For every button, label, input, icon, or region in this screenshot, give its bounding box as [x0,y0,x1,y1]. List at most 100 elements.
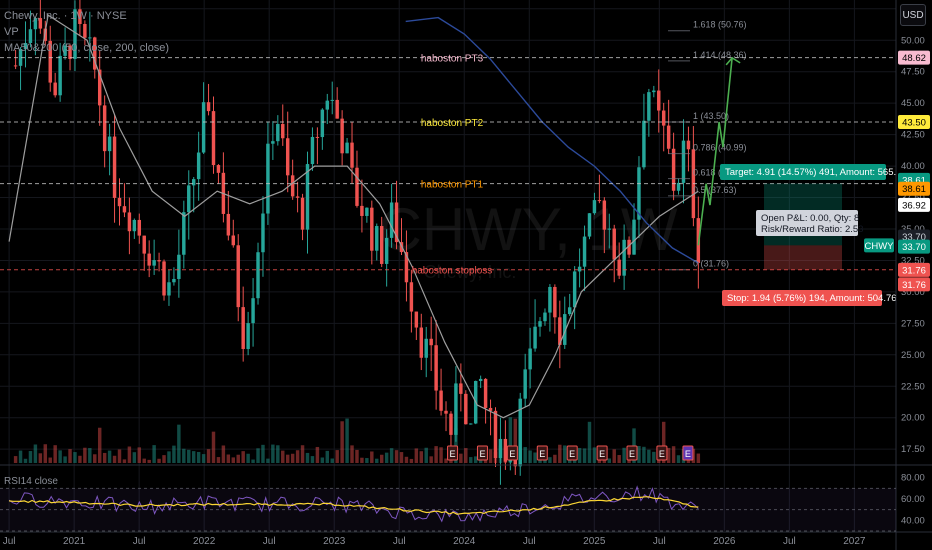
candle-body [587,213,592,237]
candle-body [142,235,146,254]
candle-body [73,9,77,59]
candle-body [187,185,191,213]
time-tick-label: 2022 [193,536,216,547]
price-tick-label: 17.50 [901,444,925,455]
volume-bar [305,452,310,463]
projection-path [697,57,733,246]
candle-body [439,390,443,411]
candle-body [310,136,315,165]
currency-button[interactable]: USD [900,4,926,26]
time-tick-label: 2025 [583,536,606,547]
price-label-text: 31.76 [902,280,926,291]
candle-body [83,23,87,38]
candle-body [409,282,414,312]
price-label-text: 48.62 [902,53,926,64]
volume-bar [528,450,532,463]
symbol-title[interactable]: Chewy, Inc. · 1W · NYSE [4,10,127,22]
earnings-marker [656,445,668,461]
candle-body [360,205,364,216]
level-label: haboston PT2 [421,118,484,129]
candle-body [478,378,483,381]
volume-bar [300,445,305,463]
candle-body [567,307,572,315]
rsi-tick-label: 40.00 [901,515,925,526]
volume-bar [419,451,424,463]
candle-body [167,282,171,296]
volume-bar [493,451,498,463]
volume-bar [132,452,137,463]
candle-body [671,148,676,191]
fib-level-label: 0.618 (39.00) [693,168,747,178]
stop-label [722,290,882,306]
volume-bar [196,451,201,463]
candle-body [666,125,671,149]
candle-body [370,207,374,251]
price-tick-label: 42.50 [901,130,925,141]
volume-bar [414,448,419,463]
volume-bar [157,458,161,463]
projection-arrowhead [725,56,741,66]
candle-body [88,37,92,39]
candle-body [528,348,532,370]
candle-body [389,202,394,238]
candle-body [152,260,156,266]
fib-level-label: 1.618 (50.76) [693,20,747,30]
candle-body [657,90,661,111]
earnings-marker-letter: E [569,449,575,459]
volume-bar [251,459,255,463]
price-tick-label: 32.50 [901,255,925,266]
volume-bar [246,453,250,463]
candle-body [246,323,250,349]
candle-body [414,311,419,328]
candle-body [483,378,488,408]
volume-bar [508,417,513,463]
candle-body [365,207,369,216]
indicator-vp[interactable]: VP [4,26,19,38]
time-tick-label: Jul [523,536,536,547]
candle-body [157,260,161,262]
candle-body [459,383,463,394]
candle-body [637,167,641,220]
volume-bar [503,447,508,463]
price-label-tag [898,115,930,130]
candle-body [340,118,344,154]
volume-bar [340,421,344,463]
volume-bar [666,447,671,463]
volume-bar [424,447,428,463]
price-label-text: 33.70 [902,242,926,253]
volume-bar [221,445,226,463]
volume-bar [315,446,320,463]
candle-body [335,99,339,119]
candle-body [295,196,300,198]
volume-bar [389,448,394,463]
price-tick-label: 50.00 [901,35,925,46]
fib-level-label: 1.414 (48.36) [693,50,747,60]
candle-body [271,141,275,144]
candle-body [132,219,137,232]
volume-bar [355,449,359,463]
volume-bar [473,456,478,463]
volume-bar [117,449,122,463]
price-tick-label: 20.00 [901,413,925,424]
candle-body [642,120,646,168]
volume-bar [285,454,290,463]
candle-body [429,338,433,346]
volume-bar [93,454,97,463]
candle-body [68,45,72,59]
earnings-marker [566,445,578,461]
volume-bar [187,449,191,463]
volume-bar [345,418,349,463]
volume-bar [162,455,166,463]
volume-bar [469,457,473,463]
volume-bar [360,457,364,463]
candle-body [78,9,82,24]
watermark-company: Chewy, Inc. [424,262,517,282]
time-tick-label: 2027 [843,536,866,547]
volume-bar [375,458,379,463]
candle-body [23,43,28,50]
candle-body [627,239,631,255]
volume-bar [53,445,57,463]
indicator-ma[interactable]: MA50&200 (50, close, 200, close) [4,42,170,54]
